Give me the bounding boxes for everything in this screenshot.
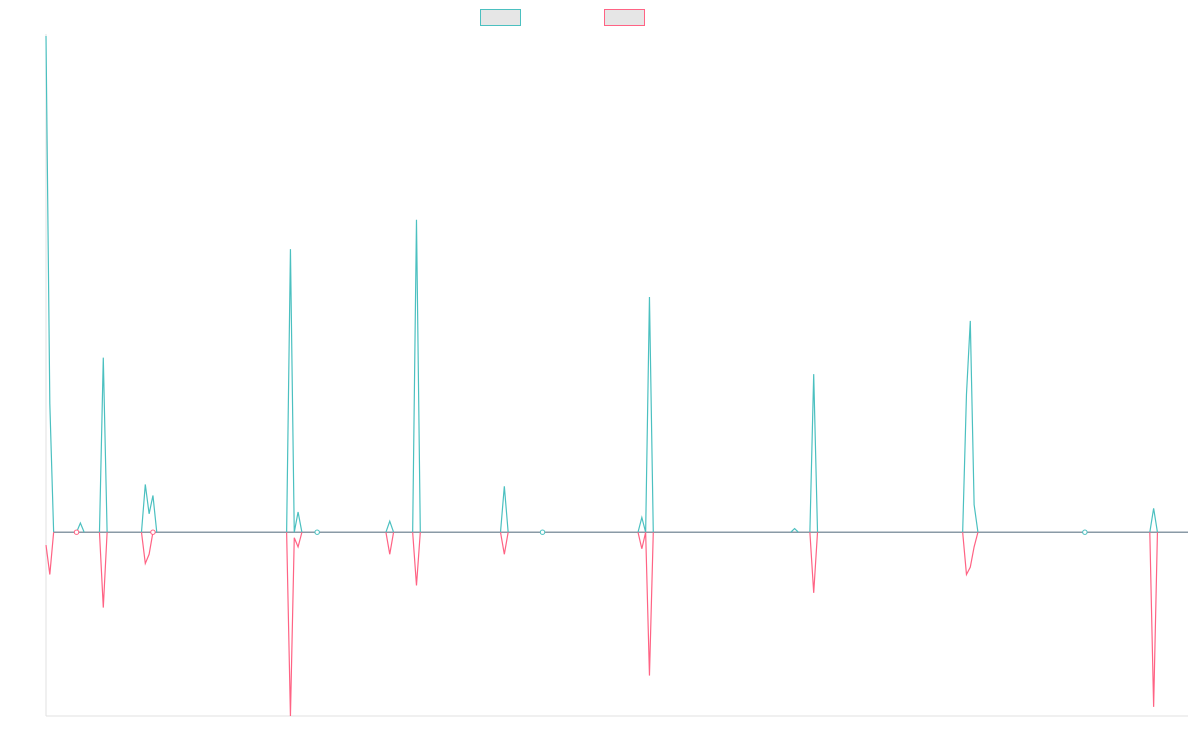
series-line-series_a-segment-10 xyxy=(809,374,819,533)
series-line-series_b-segment-10 xyxy=(1149,532,1159,707)
series-line-series_a-segment-12 xyxy=(1149,508,1159,533)
data-point-marker-2 xyxy=(314,529,320,535)
series-line-series_b-segment-3 xyxy=(286,532,303,717)
series-line-series_a-segment-4 xyxy=(286,249,303,533)
series-line-series_b-segment-6 xyxy=(499,532,509,555)
series-line-series_a-segment-8 xyxy=(637,296,654,533)
series-line-series_a-segment-5 xyxy=(385,519,395,533)
legend-swatch-series_a[interactable] xyxy=(480,9,521,26)
axes xyxy=(45,34,1188,717)
series-layer xyxy=(45,35,1188,717)
series-line-series_a-segment-3 xyxy=(140,484,158,533)
series-line-series_b-segment-7 xyxy=(637,532,654,676)
series-line-series_b-segment-4 xyxy=(385,532,395,555)
data-point-marker-4 xyxy=(1082,529,1088,535)
series-line-series_b-segment-2 xyxy=(140,532,154,566)
series-line-series_b-segment-5 xyxy=(412,532,421,586)
series-line-series_b-segment-9 xyxy=(962,532,979,577)
series-line-series_a-segment-2 xyxy=(98,357,108,533)
data-point-marker-1 xyxy=(150,529,156,535)
series-line-series_a-segment-11 xyxy=(962,320,979,533)
series-line-series_a-segment-0 xyxy=(45,35,55,533)
series-line-series_a-segment-6 xyxy=(412,219,421,533)
data-point-marker-3 xyxy=(539,529,546,535)
series-line-series_a-segment-7 xyxy=(499,486,509,533)
series-line-series_b-segment-8 xyxy=(809,532,819,593)
data-point-marker-0 xyxy=(73,529,80,535)
series-line-series_a-segment-9 xyxy=(790,527,799,533)
legend-swatch-series_b[interactable] xyxy=(604,9,645,26)
series-line-series_a-segment-1 xyxy=(76,521,85,533)
legend xyxy=(480,9,645,26)
series-line-series_b-segment-0 xyxy=(45,532,55,575)
series-line-series_b-segment-1 xyxy=(98,532,108,608)
